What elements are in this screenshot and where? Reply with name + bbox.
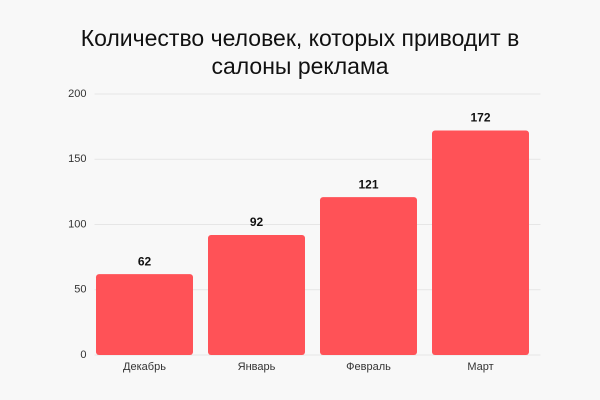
y-tick-label: 0 [80, 349, 86, 361]
bar [208, 234, 305, 355]
y-tick-label: 150 [68, 153, 86, 165]
bar [432, 130, 529, 355]
value-label: 62 [138, 254, 152, 268]
x-tick-label: Январь [238, 361, 276, 373]
x-tick-label: Декабрь [123, 361, 166, 373]
y-tick-label: 200 [68, 88, 86, 100]
chart-title: Количество человек, которых приводит в с… [80, 25, 520, 79]
y-tick-label: 100 [68, 218, 86, 230]
value-label: 92 [250, 215, 264, 229]
y-tick-label: 50 [74, 284, 86, 296]
bar [320, 197, 417, 355]
bar [96, 274, 193, 355]
x-tick-label: Март [467, 361, 493, 373]
value-label: 172 [470, 111, 490, 125]
x-tick-label: Февраль [346, 361, 391, 373]
value-label: 121 [358, 177, 378, 191]
